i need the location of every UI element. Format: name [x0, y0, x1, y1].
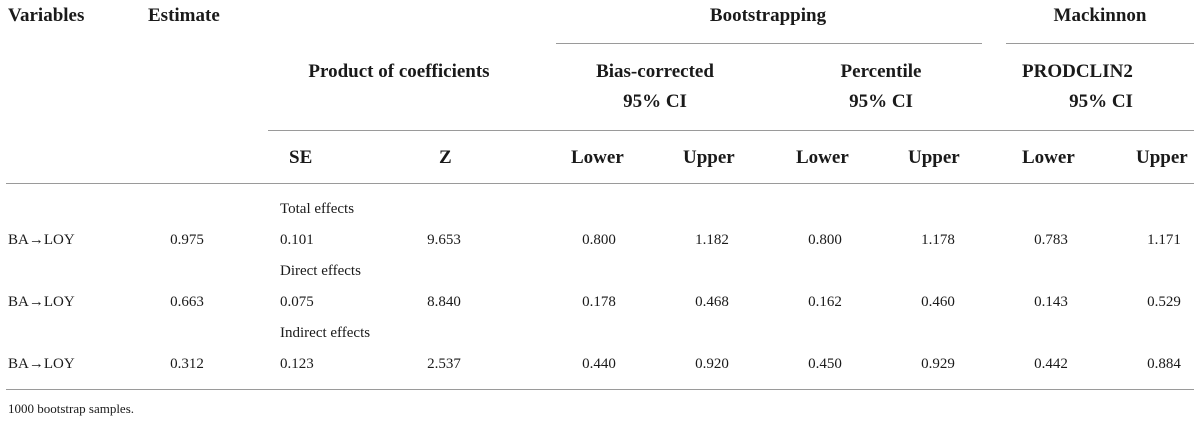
row-pc-upper: 0.929 — [921, 356, 955, 372]
table-footnote: 1000 bootstrap samples. — [8, 401, 135, 416]
table-bottom-rule — [6, 389, 1194, 390]
header-prodclin2: PRODCLIN2 — [1022, 61, 1133, 82]
row-se: 0.075 — [280, 294, 314, 310]
header-product-of-coefficients: Product of coefficients — [308, 61, 490, 82]
header-bootstrapping: Bootstrapping — [709, 5, 827, 26]
row-bc-lower: 0.178 — [582, 294, 616, 310]
row-estimate: 0.312 — [170, 356, 204, 372]
row-z: 2.537 — [427, 356, 461, 372]
row-z: 8.840 — [427, 294, 461, 310]
row-mk-lower: 0.143 — [1034, 294, 1068, 310]
row-pc-lower: 0.450 — [808, 356, 842, 372]
row-mk-upper: 0.529 — [1147, 294, 1181, 310]
header-variables: Variables — [8, 5, 85, 26]
row-estimate: 0.975 — [170, 232, 204, 248]
row-mk-upper: 1.171 — [1147, 232, 1181, 248]
header-upper-prodclin2: Upper — [1136, 147, 1188, 168]
header-z: Z — [439, 147, 452, 168]
header-bias-corrected-ci: 95% CI — [623, 91, 687, 112]
row-bc-upper: 0.920 — [695, 356, 729, 372]
row-bc-upper: 1.182 — [695, 232, 729, 248]
row-variable: BA→LOY — [8, 356, 75, 372]
row-estimate: 0.663 — [170, 294, 204, 310]
header-mackinnon: Mackinnon — [1053, 5, 1147, 26]
subheader-rule — [268, 130, 1194, 131]
row-se: 0.123 — [280, 356, 314, 372]
section-label-total-effects: Total effects — [280, 201, 355, 217]
section-label-indirect-effects: Indirect effects — [280, 325, 371, 341]
row-bc-lower: 0.440 — [582, 356, 616, 372]
row-z: 9.653 — [427, 232, 461, 248]
header-lower-bias-corrected: Lower — [571, 147, 624, 168]
row-se: 0.101 — [280, 232, 314, 248]
header-se: SE — [289, 147, 313, 168]
section-label-direct-effects: Direct effects — [280, 263, 361, 279]
header-bias-corrected: Bias-corrected — [596, 61, 714, 82]
mackinnon-rule — [1006, 43, 1194, 44]
row-variable: BA→LOY — [8, 232, 75, 248]
header-estimate: Estimate — [148, 5, 220, 26]
header-percentile-ci: 95% CI — [849, 91, 913, 112]
row-pc-upper: 1.178 — [921, 232, 955, 248]
row-pc-upper: 0.460 — [921, 294, 955, 310]
header-prodclin2-ci: 95% CI — [1069, 91, 1133, 112]
row-mk-upper: 0.884 — [1147, 356, 1181, 372]
row-pc-lower: 0.800 — [808, 232, 842, 248]
header-lower-percentile: Lower — [796, 147, 849, 168]
header-upper-bias-corrected: Upper — [683, 147, 735, 168]
row-mk-lower: 0.442 — [1034, 356, 1068, 372]
row-pc-lower: 0.162 — [808, 294, 842, 310]
row-bc-lower: 0.800 — [582, 232, 616, 248]
header-lower-prodclin2: Lower — [1022, 147, 1075, 168]
row-mk-lower: 0.783 — [1034, 232, 1068, 248]
bootstrapping-rule — [556, 43, 982, 44]
header-percentile: Percentile — [840, 61, 922, 82]
row-bc-upper: 0.468 — [695, 294, 729, 310]
header-upper-percentile: Upper — [908, 147, 960, 168]
header-bottom-rule — [6, 183, 1194, 184]
row-variable: BA→LOY — [8, 294, 75, 310]
